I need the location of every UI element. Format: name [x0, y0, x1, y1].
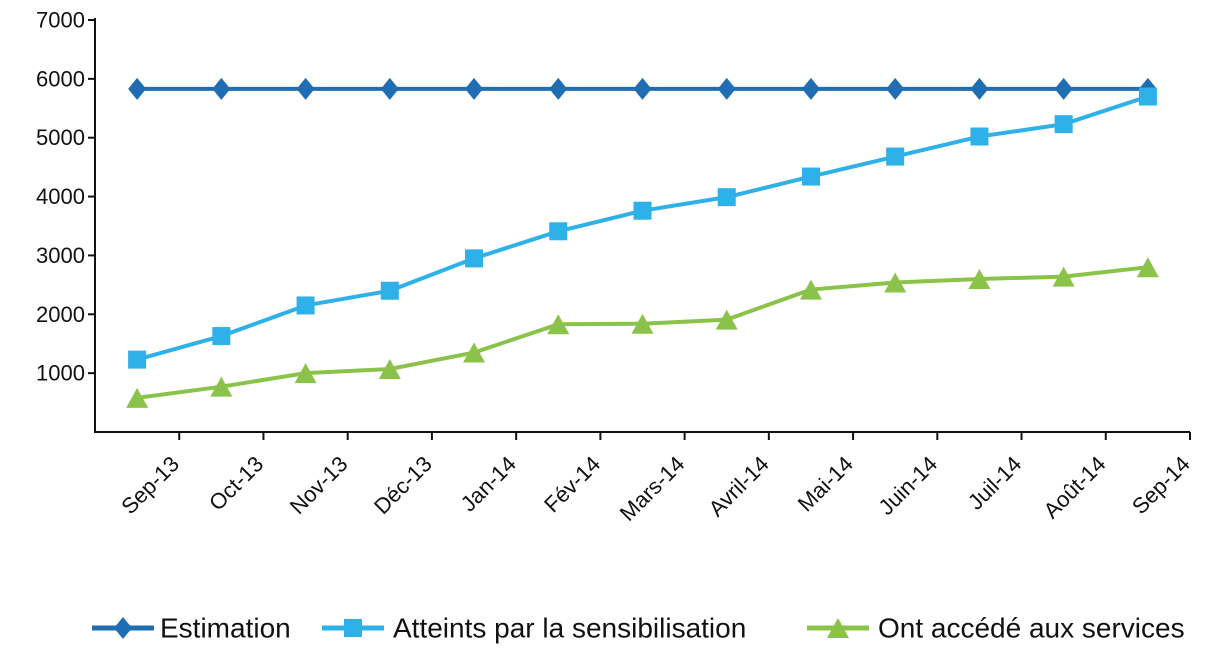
data-point-triangle [378, 359, 401, 380]
data-point-diamond [633, 77, 652, 100]
data-point-square [801, 167, 820, 186]
data-point-diamond [886, 77, 905, 100]
data-point-square [970, 127, 989, 146]
x-tick-label: Oct-13 [204, 451, 268, 515]
legend: Estimation Atteints par la sensibilisatio… [92, 613, 1185, 644]
data-point-diamond [970, 77, 989, 100]
y-tick-label: 2000 [36, 302, 85, 327]
y-tick-label: 1000 [36, 361, 85, 386]
legend-item-2: Atteints par la sensibilisation [322, 613, 746, 644]
data-point-triangle [799, 279, 822, 300]
data-point-square [380, 281, 399, 300]
legend-label: Estimation [160, 613, 291, 644]
x-tick-label: Avril-14 [704, 451, 774, 521]
data-point-square [1054, 115, 1073, 134]
data-point-triangle [1136, 257, 1159, 278]
y-tick-label: 6000 [36, 66, 85, 91]
data-point-triangle [884, 272, 907, 293]
x-tick-label: Sep-14 [1127, 451, 1195, 519]
x-tick-label: Nov-13 [285, 451, 353, 519]
y-tick-label: 7000 [36, 8, 85, 33]
data-point-triangle [547, 314, 570, 335]
data-point-triangle [463, 342, 486, 363]
data-point-triangle [1052, 266, 1075, 287]
legend-marker [114, 617, 132, 639]
data-point-square [633, 201, 652, 220]
series-3 [126, 257, 1159, 408]
data-point-diamond [128, 77, 147, 100]
legend-marker [344, 619, 362, 637]
x-tick-label: Mars-14 [615, 451, 690, 526]
data-point-square [128, 350, 147, 369]
legend-label: Ont accédé aux services [878, 613, 1185, 644]
data-point-square [886, 147, 905, 166]
data-point-triangle [715, 309, 738, 330]
data-point-diamond [296, 77, 315, 100]
data-point-diamond [801, 77, 820, 100]
x-tick-label: Juil-14 [963, 451, 1027, 515]
data-point-diamond [212, 77, 231, 100]
y-tick-label: 4000 [36, 184, 85, 209]
data-point-square [549, 222, 568, 241]
y-tick-label: 5000 [36, 125, 85, 150]
data-point-diamond [717, 77, 736, 100]
x-tick-label: Juin-14 [873, 451, 942, 520]
series-2 [128, 87, 1157, 369]
data-point-diamond [465, 77, 484, 100]
data-point-diamond [549, 77, 568, 100]
x-tick-label: Déc-13 [369, 451, 437, 519]
data-point-square [296, 296, 315, 315]
legend-item-3: Ont accédé aux services [807, 613, 1185, 644]
data-point-square [1138, 87, 1157, 106]
data-point-triangle [294, 363, 317, 384]
data-point-diamond [1054, 77, 1073, 100]
data-point-triangle [210, 376, 233, 397]
y-tick-label: 3000 [36, 243, 85, 268]
data-point-square [212, 327, 231, 346]
x-tick-label: Mai-14 [793, 451, 858, 516]
data-point-diamond [380, 77, 399, 100]
x-tick-label: Sep-13 [116, 451, 184, 519]
x-tick-label: Août-14 [1038, 451, 1110, 523]
legend-label: Atteints par la sensibilisation [393, 613, 746, 644]
data-point-triangle [968, 268, 991, 289]
legend-marker [827, 618, 849, 638]
x-tick-label: Jan-14 [456, 451, 521, 516]
data-point-triangle [126, 387, 149, 408]
legend-item-1: Estimation [92, 613, 291, 644]
series-layer [126, 77, 1159, 408]
x-tick-label: Fév-14 [539, 451, 605, 517]
data-point-square [717, 188, 736, 207]
data-point-square [465, 249, 484, 268]
data-point-triangle [631, 313, 654, 334]
series-1 [128, 77, 1157, 100]
axes: 1000 2000 3000 4000 5000 6000 7000 Sep-13 Oct-13… [36, 8, 1195, 526]
